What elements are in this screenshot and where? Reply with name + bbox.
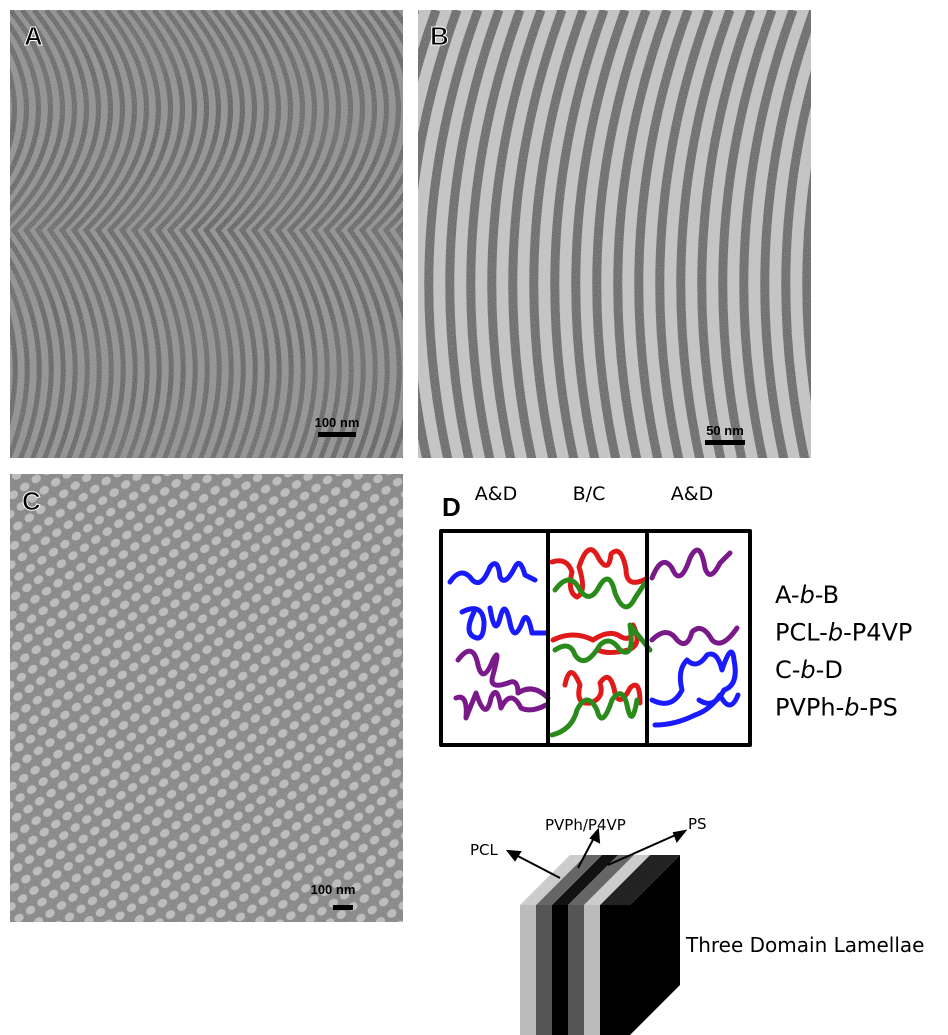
legend-text: b	[800, 581, 815, 609]
layer-label: PVPh/P4VP	[545, 816, 626, 834]
stripe	[912, 10, 948, 460]
scale-bar-label: 100 nm	[315, 415, 360, 430]
legend-text: C-	[775, 656, 800, 684]
legend-text: -PS	[859, 694, 897, 722]
caption: Three Domain Lamellae	[685, 933, 924, 957]
legend-text: PVPh-	[775, 694, 844, 722]
domain-header: A&D	[475, 483, 517, 505]
domain-header: A&D	[671, 483, 713, 505]
legend-text: -D	[816, 656, 843, 684]
scale-bar	[333, 905, 353, 910]
legend-text: b	[828, 619, 843, 647]
stripe	[0, 10, 3, 460]
stripe	[870, 10, 919, 460]
panel-label: C	[22, 486, 41, 516]
legend-entry: C-b-D	[775, 656, 843, 684]
lamellae-diagram	[508, 830, 685, 1035]
legend-entry: A-b-B	[775, 581, 839, 609]
legend-entry: PVPh-b-PS	[775, 694, 898, 722]
scale-bar-label: 50 nm	[706, 423, 744, 438]
legend-text: -B	[815, 581, 839, 609]
panel-label: B	[430, 21, 449, 51]
legend-text: b	[800, 656, 815, 684]
legend-entry: PCL-b-P4VP	[775, 619, 912, 647]
tem-image-c	[10, 474, 403, 922]
legend-text: -P4VP	[843, 619, 912, 647]
stripe	[933, 10, 948, 460]
legend-text: A-	[775, 581, 800, 609]
legend-text: b	[844, 694, 859, 722]
legend-text: PCL-	[775, 619, 828, 647]
figure: A B C D 100 nm 50 nm 100 nm A&D B/C A&D …	[0, 0, 948, 1035]
layer-label: PS	[688, 815, 707, 833]
scale-bar	[705, 440, 745, 445]
panel-label: D	[442, 492, 461, 522]
scale-bar	[318, 432, 356, 437]
stripe	[807, 10, 856, 460]
chain-diagram	[441, 531, 750, 745]
stripe	[891, 10, 940, 460]
stripe	[849, 10, 898, 460]
stripe	[828, 10, 877, 460]
domain-header: B/C	[573, 483, 606, 505]
panel-label: A	[24, 21, 43, 51]
layer-label: PCL	[470, 841, 499, 859]
scale-bar-label: 100 nm	[311, 882, 356, 897]
